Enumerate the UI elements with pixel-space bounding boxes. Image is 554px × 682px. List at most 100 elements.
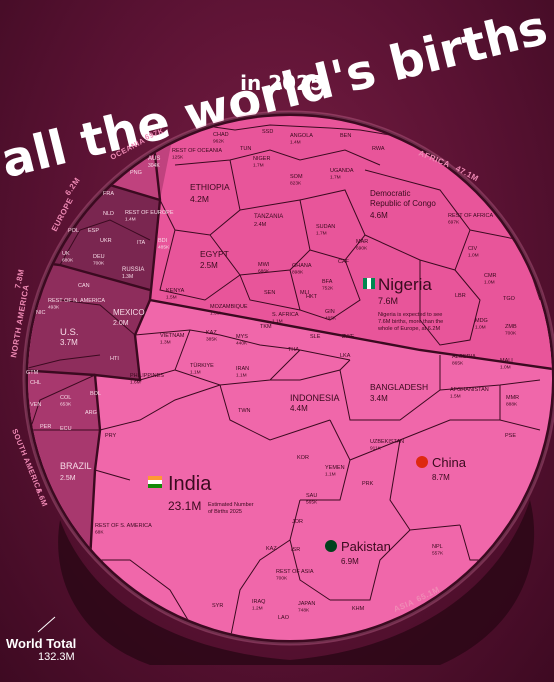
cell-border-29 — [29, 374, 100, 431]
country-value-29: 752K — [322, 286, 334, 292]
label-indonesia: INDONESIA — [290, 393, 340, 403]
country-value-39: 1.0M — [500, 365, 511, 371]
cell-border-23 — [94, 469, 131, 481]
country-value-66: 1.1M — [325, 472, 336, 478]
annotation-nigeria-1: Nigeria is expected to see — [378, 312, 442, 318]
country-value-53: 385K — [206, 337, 218, 343]
country-label-47: BOL — [90, 391, 101, 397]
cell-border-11 — [134, 329, 351, 361]
country-value-38: 865K — [452, 361, 464, 367]
country-label-73: REST OF ASIA — [276, 569, 314, 575]
country-value-5: 125K — [172, 155, 184, 161]
country-label-55: THA — [288, 347, 299, 353]
country-label-79: ZWE — [342, 334, 355, 340]
country-label-15: ESP — [88, 228, 99, 234]
country-value-21: 697K — [448, 220, 460, 226]
cell-border-19 — [389, 439, 461, 531]
country-value-75: 748K — [298, 608, 310, 614]
country-label-29: BFA — [322, 279, 333, 285]
country-value-23: 1.0M — [468, 253, 479, 259]
flag-india-icon — [148, 476, 162, 488]
country-label-75: JAPAN — [298, 601, 315, 607]
country-label-14: POL — [68, 228, 79, 234]
country-value-2: 1.4M — [290, 140, 301, 146]
country-label-58: PHILIPPINES — [130, 373, 164, 379]
region-sa-total: 5.6M — [34, 487, 49, 508]
country-value-27: 1.5M — [166, 295, 177, 301]
annotation-india-2: of Births 2025 — [208, 509, 242, 515]
cell-border-3 — [209, 199, 311, 276]
country-label-22: MAR — [356, 239, 368, 245]
country-label-42: NIC — [36, 310, 46, 316]
value-egypt: 2.5M — [200, 261, 218, 270]
country-label-84: BDI — [158, 238, 168, 244]
country-value-28: 1.3M — [210, 311, 221, 317]
cell-border-15 — [270, 359, 351, 381]
country-label-54: MYS — [236, 334, 248, 340]
country-label-3: BEN — [340, 133, 351, 139]
cell-border-26 — [59, 219, 151, 266]
country-value-72: 557K — [432, 551, 444, 557]
country-label-45: CHL — [30, 380, 41, 386]
country-label-11: FRA — [103, 191, 114, 197]
country-label-39: MALI — [500, 358, 513, 364]
country-label-71: KAZ — [266, 546, 277, 552]
cell-border-16 — [339, 355, 441, 421]
value-mexico: 2.0M — [113, 320, 129, 327]
region-europe-total: 6.2M — [63, 176, 82, 197]
country-label-17: ITA — [137, 240, 145, 246]
country-value-10: 823K — [290, 181, 302, 187]
country-label-34: MDG — [475, 318, 488, 324]
country-label-78: LAO — [278, 615, 290, 621]
cell-border-17 — [300, 419, 351, 501]
label-drc-2: Republic of Congo — [370, 199, 436, 208]
country-value-70: 68K — [95, 530, 104, 536]
country-value-61: 1.5M — [450, 394, 461, 400]
country-label-38: ALGERIA — [452, 354, 476, 360]
country-label-52: VIETNAM — [160, 333, 185, 339]
country-label-25: MWI — [258, 262, 270, 268]
country-value-19: 700K — [93, 261, 105, 267]
country-label-2: ANGOLA — [290, 133, 313, 139]
country-value-32: 495K — [325, 316, 337, 322]
country-label-59: PRY — [105, 433, 117, 439]
country-label-6: TUN — [240, 146, 251, 152]
world-total-label: World Total — [6, 636, 77, 651]
label-us: U.S. — [60, 327, 78, 338]
annotation-india-1: Estimated Number — [208, 502, 254, 508]
country-label-1: CHAD — [213, 132, 229, 138]
country-value-62: 888K — [506, 402, 518, 408]
country-label-66: YEMEN — [325, 465, 345, 471]
country-label-69: JOR — [292, 519, 303, 525]
country-label-83: CAF — [338, 259, 350, 265]
country-label-35: ZMB — [505, 324, 517, 330]
chart-glow — [22, 110, 554, 646]
value-bangladesh: 3.4M — [370, 394, 388, 403]
country-label-57: IRAN — [236, 366, 249, 372]
country-value-46: 653K — [60, 402, 72, 408]
label-mexico: MEXICO — [113, 308, 145, 317]
country-label-50: PER — [40, 424, 51, 430]
country-label-31: MLI — [300, 290, 310, 296]
country-value-20: 1.7M — [316, 231, 327, 237]
country-value-35: 700K — [505, 331, 517, 337]
cell-border-8 — [159, 229, 241, 301]
country-label-7: NIGER — [253, 156, 270, 162]
label-india: India — [168, 473, 212, 495]
country-label-80: TKM — [260, 324, 272, 330]
cell-border-10 — [419, 260, 481, 346]
cell-border-24 — [90, 559, 201, 640]
country-label-28: MOZAMBIQUE — [210, 304, 248, 310]
label-egypt: EGYPT — [200, 249, 229, 259]
country-label-18: UK — [62, 251, 70, 257]
country-label-82: HKT — [306, 294, 318, 300]
country-label-49: ARG — [85, 410, 97, 416]
annotation-nigeria-2: 7.6M births, more than the — [378, 319, 443, 325]
cell-borders — [28, 124, 541, 640]
country-label-32: GIN — [325, 309, 335, 315]
country-label-21: REST OF AFRICA — [448, 213, 493, 219]
country-label-23: CIV — [468, 246, 478, 252]
country-label-33: S. AFRICA — [272, 312, 299, 318]
country-value-25: 686K — [258, 269, 270, 275]
